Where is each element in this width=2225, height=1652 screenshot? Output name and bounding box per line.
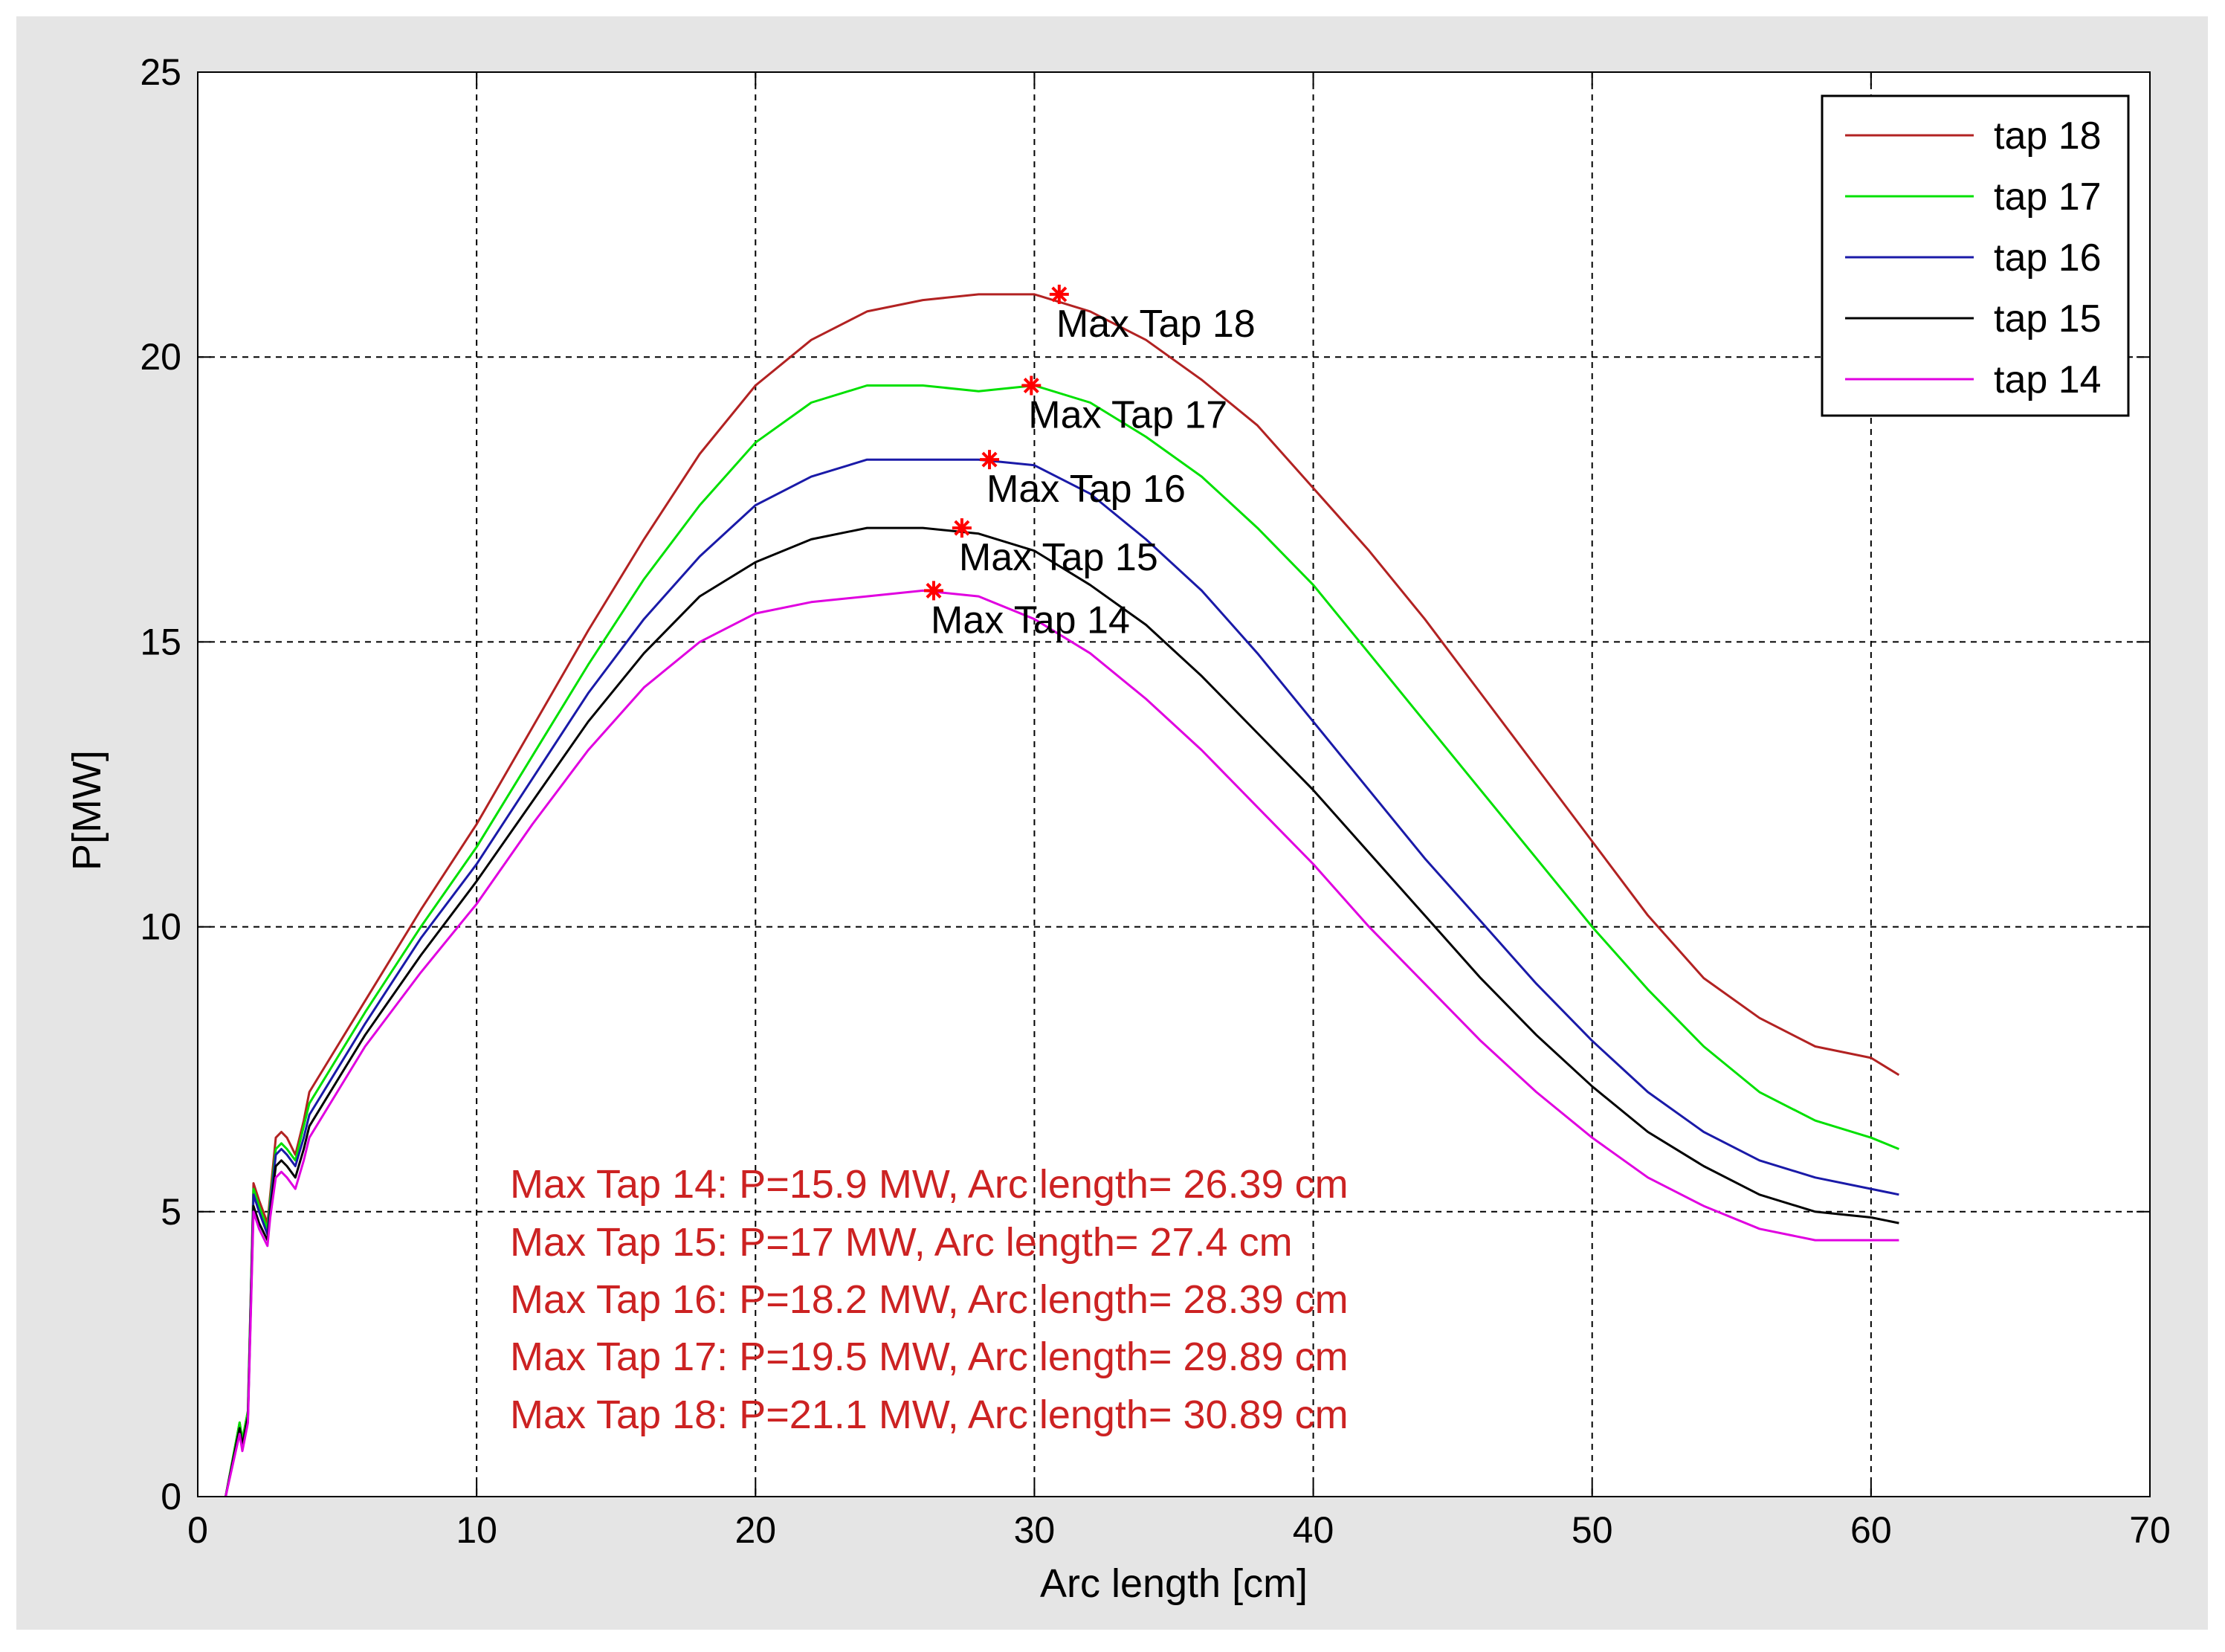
annotation-line: Max Tap 15: P=17 MW, Arc length= 27.4 cm	[510, 1220, 1293, 1265]
legend: tap 18 tap 17 tap 16 tap 15 tap 14	[1821, 94, 2130, 417]
annotation-line: Max Tap 18: P=21.1 MW, Arc length= 30.89…	[510, 1393, 1349, 1437]
y-axis-label: P[MW]	[65, 750, 109, 871]
x-tick-label: 70	[2129, 1509, 2171, 1551]
legend-label: tap 15	[1994, 297, 2102, 341]
max-marker-label: Max Tap 18	[1056, 303, 1256, 346]
x-tick-label: 50	[1572, 1509, 1613, 1551]
y-tick-label: 5	[161, 1191, 181, 1233]
series-lines	[225, 293, 1900, 1497]
max-marker: Max Tap 15	[952, 518, 1158, 579]
max-marker-label: Max Tap 15	[959, 536, 1158, 579]
max-marker-label: Max Tap 17	[1028, 394, 1227, 437]
legend-label: tap 16	[1994, 236, 2102, 280]
plot-frame	[197, 71, 2151, 1497]
y-tick-label: 0	[161, 1476, 181, 1517]
max-marker: Max Tap 17	[1021, 375, 1227, 437]
y-tick-label: 15	[140, 621, 181, 662]
x-tick-label: 30	[1014, 1509, 1056, 1551]
y-tick-label: 10	[140, 906, 181, 948]
max-marker: Max Tap 18	[1049, 284, 1256, 346]
max-marker-star	[981, 451, 998, 468]
max-marker: Max Tap 14	[924, 581, 1130, 642]
max-marker-label: Max Tap 16	[986, 468, 1186, 511]
x-tick-label: 0	[187, 1509, 208, 1551]
legend-label: tap 18	[1994, 114, 2102, 158]
axis-ticks: 0 10 20 30 40 50 60 70 0 5 10 15 20 25	[140, 51, 2170, 1551]
x-axis-label: Arc length [cm]	[1040, 1561, 1308, 1606]
max-marker: Max Tap 16	[980, 450, 1186, 511]
y-tick-label: 20	[140, 336, 181, 378]
max-marker-star	[1051, 286, 1068, 303]
legend-label: tap 14	[1994, 358, 2102, 401]
x-tick-label: 20	[734, 1509, 776, 1551]
x-tick-label: 60	[1850, 1509, 1892, 1551]
legend-box	[1821, 94, 2130, 417]
annotation-line: Max Tap 17: P=19.5 MW, Arc length= 29.89…	[510, 1335, 1349, 1379]
y-tick-label: 25	[140, 51, 181, 93]
x-tick-label: 40	[1293, 1509, 1334, 1551]
max-marker-star	[1023, 378, 1039, 394]
max-markers: Max Tap 18 Max Tap 17 Max Tap 16 Max Tap 15…	[924, 284, 1256, 642]
max-marker-star	[926, 582, 942, 598]
series-line-tap-14	[225, 589, 1899, 1497]
annotation-line: Max Tap 16: P=18.2 MW, Arc length= 28.39…	[510, 1277, 1349, 1322]
max-marker-label: Max Tap 14	[931, 598, 1130, 642]
x-tick-label: 10	[456, 1509, 497, 1551]
max-marker-star	[954, 520, 970, 536]
legend-label: tap 17	[1994, 175, 2102, 219]
annotation-block: Max Tap 14: P=15.9 MW, Arc length= 26.39…	[510, 1162, 1349, 1437]
annotation-line: Max Tap 14: P=15.9 MW, Arc length= 26.39…	[510, 1162, 1349, 1207]
